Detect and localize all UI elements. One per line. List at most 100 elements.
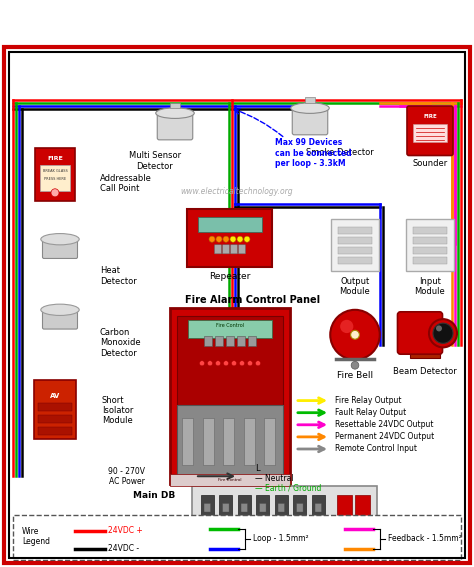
FancyBboxPatch shape	[410, 351, 440, 358]
FancyBboxPatch shape	[188, 320, 272, 338]
Circle shape	[244, 236, 250, 242]
FancyBboxPatch shape	[226, 336, 234, 346]
FancyBboxPatch shape	[338, 247, 372, 255]
Text: Max 99 Devices
can be connected
per loop - 3.3kM: Max 99 Devices can be connected per loop…	[275, 138, 352, 168]
Text: Short
Isolator
Module: Short Isolator Module	[102, 396, 133, 425]
Circle shape	[208, 361, 212, 366]
Text: Main DB: Main DB	[133, 492, 175, 500]
Circle shape	[237, 236, 243, 242]
FancyBboxPatch shape	[198, 217, 262, 232]
Circle shape	[433, 323, 453, 344]
Text: Resettable 24VDC Output: Resettable 24VDC Output	[335, 420, 434, 429]
Text: L: L	[255, 464, 260, 473]
FancyBboxPatch shape	[338, 227, 372, 234]
Circle shape	[429, 319, 457, 348]
Text: Repeater: Repeater	[210, 273, 251, 281]
Text: BREAK GLASS: BREAK GLASS	[43, 168, 67, 172]
Text: Fire Bell: Fire Bell	[337, 371, 373, 380]
FancyBboxPatch shape	[413, 257, 447, 264]
FancyBboxPatch shape	[35, 149, 75, 201]
Circle shape	[239, 361, 245, 366]
FancyBboxPatch shape	[413, 237, 447, 244]
Text: PRESS HERE: PRESS HERE	[44, 177, 66, 181]
FancyBboxPatch shape	[204, 503, 210, 512]
Text: 24VDC +: 24VDC +	[108, 526, 143, 535]
Ellipse shape	[156, 108, 194, 119]
Circle shape	[255, 361, 261, 366]
Text: Addressable Fire Alarm System Wiring: Addressable Fire Alarm System Wiring	[42, 12, 432, 30]
Text: Fire Control: Fire Control	[216, 323, 244, 328]
Text: Permanent 24VDC Output: Permanent 24VDC Output	[335, 433, 434, 441]
FancyBboxPatch shape	[188, 209, 273, 268]
FancyBboxPatch shape	[331, 219, 379, 272]
FancyBboxPatch shape	[157, 111, 193, 140]
Text: Fire Relay Output: Fire Relay Output	[335, 396, 401, 405]
FancyBboxPatch shape	[170, 474, 290, 486]
Circle shape	[351, 361, 359, 369]
Text: Input
Module: Input Module	[415, 277, 446, 296]
FancyBboxPatch shape	[38, 403, 72, 411]
FancyBboxPatch shape	[355, 495, 370, 524]
FancyBboxPatch shape	[338, 237, 372, 244]
Circle shape	[330, 310, 380, 359]
Circle shape	[340, 320, 353, 333]
Text: AV: AV	[50, 392, 60, 399]
FancyBboxPatch shape	[312, 495, 325, 524]
Text: Smoke Detector: Smoke Detector	[306, 149, 374, 158]
Circle shape	[247, 361, 253, 366]
FancyBboxPatch shape	[43, 238, 78, 259]
FancyBboxPatch shape	[337, 495, 352, 524]
FancyBboxPatch shape	[204, 336, 212, 346]
Text: Fire Control: Fire Control	[218, 478, 242, 483]
Text: www.electricaltechnology.org: www.electricaltechnology.org	[181, 187, 293, 196]
Circle shape	[216, 361, 220, 366]
FancyBboxPatch shape	[222, 503, 229, 512]
Text: Addressable
Call Point: Addressable Call Point	[100, 174, 152, 193]
Ellipse shape	[291, 103, 329, 113]
FancyBboxPatch shape	[203, 418, 214, 464]
FancyBboxPatch shape	[264, 418, 275, 464]
FancyBboxPatch shape	[238, 245, 246, 254]
Text: Feedback - 1.5mm²: Feedback - 1.5mm²	[388, 534, 462, 543]
Text: Beam Detector: Beam Detector	[393, 367, 457, 376]
FancyBboxPatch shape	[292, 106, 328, 135]
Circle shape	[200, 361, 204, 366]
Text: Sounder: Sounder	[412, 159, 447, 167]
FancyBboxPatch shape	[256, 495, 269, 524]
FancyBboxPatch shape	[34, 380, 76, 439]
Circle shape	[223, 236, 229, 242]
FancyBboxPatch shape	[170, 103, 180, 108]
FancyBboxPatch shape	[182, 418, 193, 464]
FancyBboxPatch shape	[219, 495, 232, 524]
Circle shape	[216, 236, 222, 242]
Text: Loop - 1.5mm²: Loop - 1.5mm²	[253, 534, 309, 543]
Ellipse shape	[41, 234, 79, 245]
FancyBboxPatch shape	[238, 495, 251, 524]
Text: 24VDC -: 24VDC -	[108, 544, 139, 553]
Circle shape	[224, 361, 228, 366]
FancyBboxPatch shape	[192, 486, 377, 539]
FancyBboxPatch shape	[43, 308, 78, 329]
Circle shape	[209, 236, 215, 242]
FancyBboxPatch shape	[244, 418, 255, 464]
Circle shape	[51, 189, 59, 197]
Text: — Earth / Ground: — Earth / Ground	[255, 484, 321, 493]
FancyBboxPatch shape	[278, 503, 284, 512]
FancyBboxPatch shape	[293, 495, 306, 524]
Text: Output
Module: Output Module	[340, 277, 370, 296]
Text: FIRE: FIRE	[47, 156, 63, 162]
Text: Fire Alarm Control Panel: Fire Alarm Control Panel	[185, 295, 320, 304]
FancyBboxPatch shape	[222, 245, 229, 254]
FancyBboxPatch shape	[177, 405, 283, 481]
FancyBboxPatch shape	[398, 312, 443, 354]
Circle shape	[351, 331, 359, 339]
FancyBboxPatch shape	[201, 495, 214, 524]
FancyBboxPatch shape	[248, 336, 256, 346]
Text: — Neutral: — Neutral	[255, 474, 293, 483]
Text: Fault Relay Output: Fault Relay Output	[335, 408, 406, 417]
FancyBboxPatch shape	[13, 515, 461, 560]
FancyBboxPatch shape	[230, 245, 237, 254]
FancyBboxPatch shape	[170, 308, 290, 484]
Text: Multi Sensor
Detector: Multi Sensor Detector	[129, 151, 181, 171]
Ellipse shape	[41, 304, 79, 315]
